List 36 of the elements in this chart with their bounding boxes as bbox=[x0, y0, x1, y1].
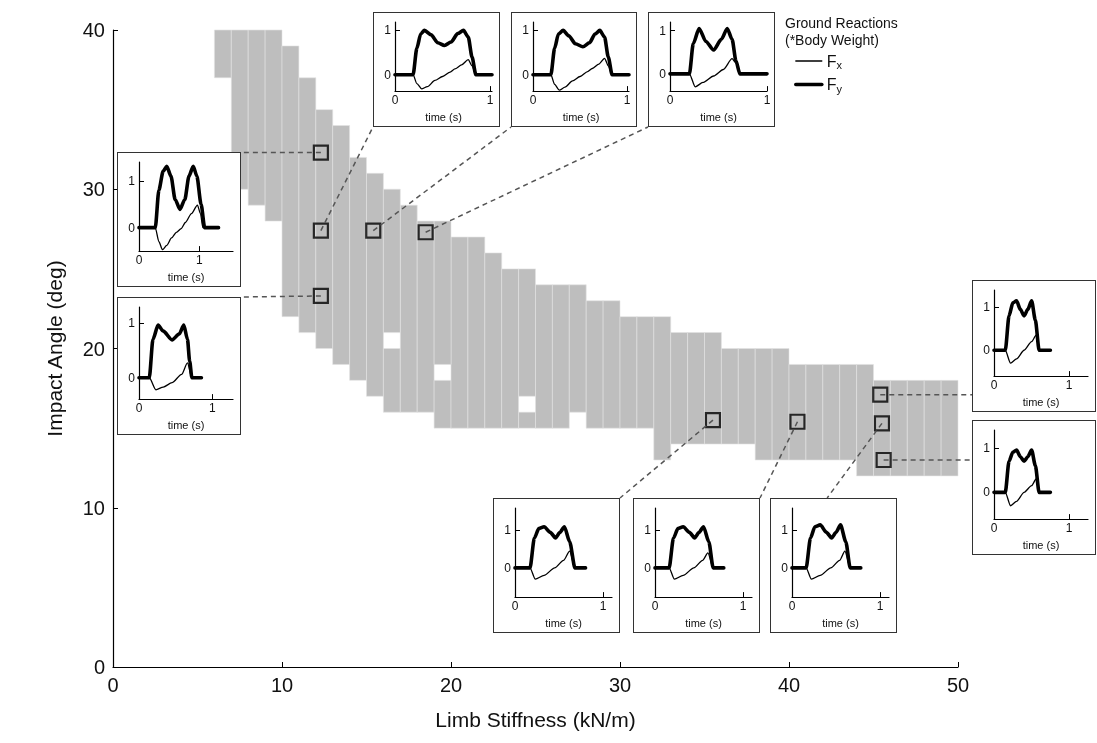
x-axis-title: Limb Stiffness (kN/m) bbox=[435, 708, 636, 731]
x-tick-label: 20 bbox=[439, 674, 463, 696]
y-tick-label: 1 bbox=[128, 315, 136, 330]
x-tick-label: 1 bbox=[876, 599, 884, 614]
x-tick-label: 30 bbox=[608, 674, 632, 696]
x-axis-title: time (s) bbox=[545, 616, 582, 629]
y-tick-label: 1 bbox=[983, 300, 991, 315]
x-tick-label: 1 bbox=[486, 93, 494, 108]
y-tick-label: 20 bbox=[82, 337, 105, 360]
y-tick-label: 0 bbox=[983, 343, 991, 358]
x-tick-label: 10 bbox=[270, 674, 294, 696]
x-tick-label: 0 bbox=[107, 674, 119, 696]
x-tick-label: 1 bbox=[763, 93, 771, 108]
y-tick-label: 0 bbox=[128, 220, 136, 235]
x-axis-title: time (s) bbox=[167, 418, 205, 431]
x-axis-title: time (s) bbox=[167, 270, 205, 283]
x-axis-title: time (s) bbox=[700, 110, 737, 123]
legend-title: Ground Reactions (*Body Weight) bbox=[785, 14, 902, 48]
x-tick-label: 50 bbox=[946, 674, 970, 696]
x-axis-title: time (s) bbox=[1022, 395, 1060, 408]
x-tick-label: 1 bbox=[599, 599, 607, 614]
y-tick-label: 40 bbox=[82, 19, 105, 41]
y-tick-label: 1 bbox=[128, 173, 136, 188]
x-axis-title: time (s) bbox=[1022, 538, 1060, 551]
y-tick-label: 10 bbox=[82, 496, 105, 519]
y-tick-label: 30 bbox=[82, 178, 105, 201]
y-axis-title: Impact Angle (deg) bbox=[43, 260, 66, 437]
x-axis-title: time (s) bbox=[822, 616, 859, 629]
x-tick-label: 1 bbox=[739, 599, 747, 614]
y-tick-label: 0 bbox=[983, 485, 991, 500]
x-axis-title: time (s) bbox=[425, 110, 462, 123]
y-tick-label: 0 bbox=[93, 656, 105, 678]
x-tick-label: 1 bbox=[623, 93, 631, 108]
y-tick-label: 1 bbox=[983, 440, 991, 455]
x-axis-title: time (s) bbox=[685, 616, 722, 629]
x-axis-title: time (s) bbox=[562, 110, 600, 123]
